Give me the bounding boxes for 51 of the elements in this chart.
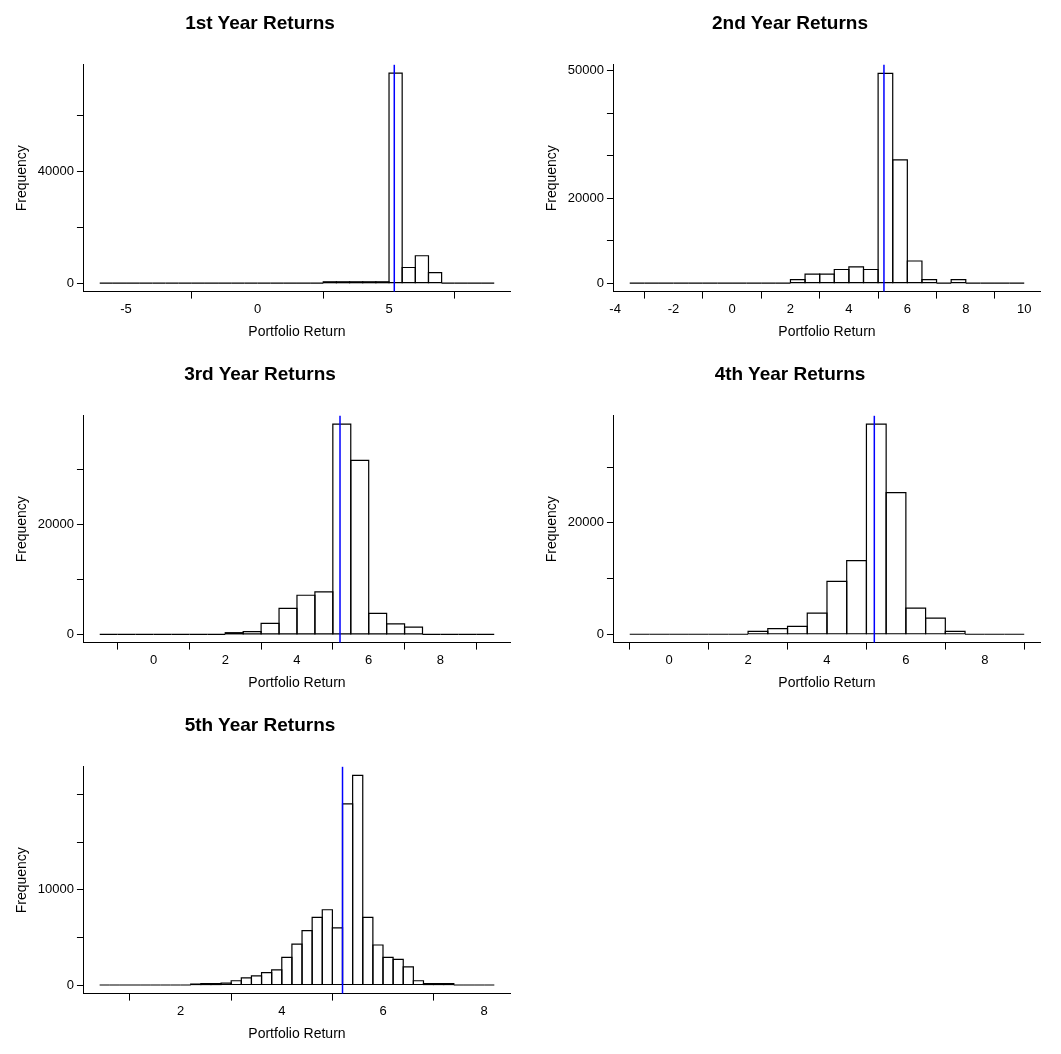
x-axis-title: Portfolio Return [248, 674, 346, 691]
x-tick-label: 0 [728, 300, 736, 316]
y-axis-title: Frequency [13, 145, 30, 212]
x-tick-label: 4 [823, 651, 831, 667]
y-tick-label: 20000 [567, 514, 604, 530]
y-axis-title: Frequency [13, 496, 30, 563]
y-tick-label: 0 [66, 625, 74, 641]
y-tick-label: 0 [596, 274, 604, 290]
x-tick-label: -4 [609, 300, 621, 316]
x-tick-label: 4 [293, 651, 301, 667]
y-tick-label: 40000 [37, 162, 74, 178]
chart-title: 1st Year Returns [185, 11, 335, 33]
x-tick-label: 8 [981, 651, 989, 667]
x-tick-label: 2 [786, 300, 795, 316]
x-tick-label: 6 [365, 651, 373, 667]
y-tick-label: 20000 [567, 189, 604, 205]
y-axis-title: Frequency [543, 496, 560, 563]
x-tick-label: 6 [902, 651, 910, 667]
x-tick-label: 8 [436, 651, 445, 667]
x-axis-title: Portfolio Return [248, 323, 346, 340]
chart-title: 4th Year Returns [714, 362, 866, 384]
y-tick-label: 0 [66, 976, 74, 992]
x-tick-label: 0 [253, 300, 262, 316]
x-axis-title: Portfolio Return [248, 1025, 346, 1042]
y-axis-title: Frequency [13, 847, 30, 914]
x-tick-label: 2 [176, 1002, 185, 1018]
x-tick-label: 2 [221, 651, 229, 667]
x-tick-label: 0 [149, 651, 158, 667]
y-tick-label: 10000 [37, 881, 74, 897]
x-tick-label: -5 [120, 300, 132, 316]
x-axis-title: Portfolio Return [778, 323, 876, 340]
x-tick-label: 6 [379, 1002, 387, 1018]
x-tick-label: 0 [665, 651, 673, 667]
y-tick-label: 0 [66, 274, 74, 290]
x-tick-label: 8 [480, 1002, 488, 1018]
x-tick-label: 2 [744, 651, 752, 667]
y-tick-label: 0 [596, 625, 604, 641]
x-axis-title: Portfolio Return [778, 674, 876, 691]
x-tick-label: -2 [667, 300, 680, 316]
chart-title: 5th Year Returns [184, 713, 336, 735]
y-tick-label: 20000 [37, 515, 74, 531]
x-tick-label: 4 [845, 300, 853, 316]
y-tick-label: 50000 [567, 62, 604, 78]
x-tick-label: 5 [385, 300, 393, 316]
x-tick-label: 6 [903, 300, 911, 316]
x-tick-label: 10 [1016, 300, 1032, 316]
x-tick-label: 4 [278, 1002, 286, 1018]
x-tick-label: 8 [962, 300, 970, 316]
chart-title: 2nd Year Returns [712, 11, 868, 33]
y-axis-title: Frequency [543, 145, 560, 212]
chart-title: 3rd Year Returns [184, 362, 336, 384]
